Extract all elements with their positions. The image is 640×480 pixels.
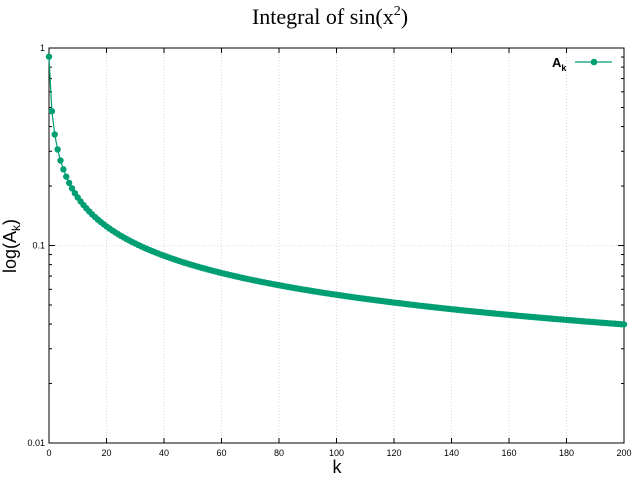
legend: Ak [552, 55, 612, 73]
x-tick-label: 200 [616, 448, 631, 458]
series-layer [45, 53, 628, 328]
y-axis-label: log(Ak) [0, 219, 23, 273]
data-point [63, 173, 70, 180]
data-point [48, 108, 56, 115]
data-point [65, 179, 73, 187]
data-point [60, 166, 67, 173]
x-tick-label: 40 [159, 448, 169, 458]
x-tick-label: 0 [46, 448, 51, 458]
y-tick-label: 0.01 [27, 438, 45, 448]
x-tick-label: 160 [501, 448, 516, 458]
legend-marker-sample [590, 58, 598, 66]
x-tick-label: 20 [101, 448, 111, 458]
data-point [54, 146, 61, 153]
legend-label: Ak [552, 55, 567, 73]
data-point [620, 321, 628, 328]
x-tick-label: 100 [329, 448, 344, 458]
chart-title: Integral of sin(x2) [252, 4, 408, 29]
x-axis-label: k [333, 457, 343, 477]
x-tick-label: 60 [216, 448, 226, 458]
y-tick-label: 0.1 [32, 241, 45, 251]
x-tick-label: 180 [559, 448, 574, 458]
data-point [45, 53, 53, 60]
data-point [51, 131, 58, 138]
axis-ticks: 0 20 40 60 80 100 120 140 160 180 200 1 0.1 0.01 [27, 43, 631, 458]
x-tick-label: 80 [274, 448, 284, 458]
x-tick-label: 120 [386, 448, 401, 458]
data-point [57, 157, 64, 164]
x-tick-label: 140 [444, 448, 459, 458]
data-point [68, 185, 76, 192]
y-tick-label: 1 [40, 43, 45, 53]
